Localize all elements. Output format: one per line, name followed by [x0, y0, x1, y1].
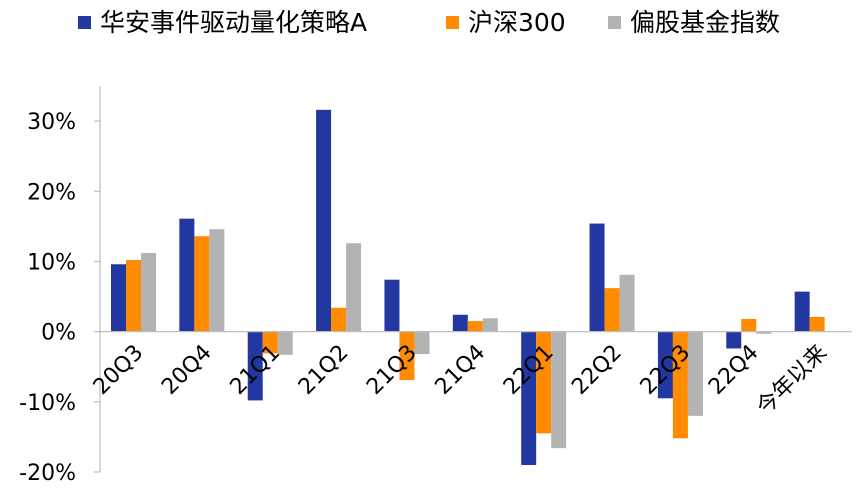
bar-20Q3-series-1 [126, 260, 141, 332]
bar-20Q4-series-0 [179, 218, 195, 332]
bar-21Q1-series-2 [277, 331, 293, 355]
y-tick-label: -20% [19, 461, 76, 486]
x-tick-label: 今年以来 [752, 340, 832, 420]
legend-label: 偏股基金指数 [630, 8, 780, 37]
y-tick-label: 20% [27, 180, 76, 205]
x-tick-label: 21Q4 [431, 340, 491, 400]
bar-21Q1-series-0 [247, 331, 263, 401]
bars [111, 109, 825, 465]
bar-22Q1-series-1 [536, 331, 552, 434]
legend: 华安事件驱动量化策略A 沪深300 偏股基金指数 [78, 8, 780, 37]
bar-22Q2-series-0 [589, 223, 605, 332]
legend-swatch [608, 16, 621, 29]
bar-22Q4-series-2 [756, 331, 772, 334]
x-tick-label: 20Q3 [89, 340, 149, 400]
legend-swatch [78, 16, 91, 29]
bar-22Q3-series-0 [657, 331, 673, 399]
x-tick-label: 22Q4 [704, 340, 764, 400]
bar-21Q3-series-1 [399, 331, 415, 381]
bar-20Q3-series-2 [141, 253, 156, 332]
bar-22Q2-series-2 [619, 274, 635, 332]
y-tick-label: 30% [27, 110, 76, 135]
bar-今年以来-series-1 [809, 316, 825, 332]
bar-21Q4-series-0 [452, 314, 468, 332]
bar-21Q3-series-2 [414, 331, 430, 355]
x-tick-label: 21Q2 [294, 340, 354, 400]
bar-21Q4-series-2 [482, 318, 498, 332]
x-tick-label: 22Q2 [567, 340, 627, 400]
bar-22Q2-series-1 [604, 288, 620, 332]
x-tick-label: 20Q4 [157, 340, 217, 400]
bar-21Q2-series-2 [346, 243, 362, 332]
y-tick-label: -10% [19, 391, 76, 416]
bar-21Q4-series-1 [467, 321, 483, 332]
bar-22Q1-series-2 [551, 331, 567, 449]
bar-21Q2-series-1 [331, 307, 347, 332]
bar-20Q4-series-1 [194, 236, 210, 332]
bar-今年以来-series-0 [794, 291, 810, 332]
bar-22Q1-series-0 [521, 331, 537, 465]
bar-20Q3-series-0 [111, 264, 126, 332]
legend-label: 华安事件驱动量化策略A [100, 8, 367, 37]
legend-swatch [446, 16, 459, 29]
bar-20Q4-series-2 [209, 229, 225, 332]
legend-label: 沪深300 [468, 8, 566, 37]
bar-22Q3-series-1 [672, 331, 688, 439]
y-tick-label: 0% [41, 321, 76, 346]
bar-22Q3-series-2 [687, 331, 703, 416]
bar-21Q2-series-0 [316, 109, 332, 332]
bar-22Q4-series-1 [741, 319, 757, 332]
y-tick-label: 10% [27, 250, 76, 275]
bar-21Q3-series-0 [384, 279, 400, 332]
bar-22Q4-series-0 [726, 331, 742, 349]
y-axis: -20% -10% 0% 10% 20% 30% [19, 86, 101, 486]
bar-21Q1-series-1 [262, 331, 278, 354]
